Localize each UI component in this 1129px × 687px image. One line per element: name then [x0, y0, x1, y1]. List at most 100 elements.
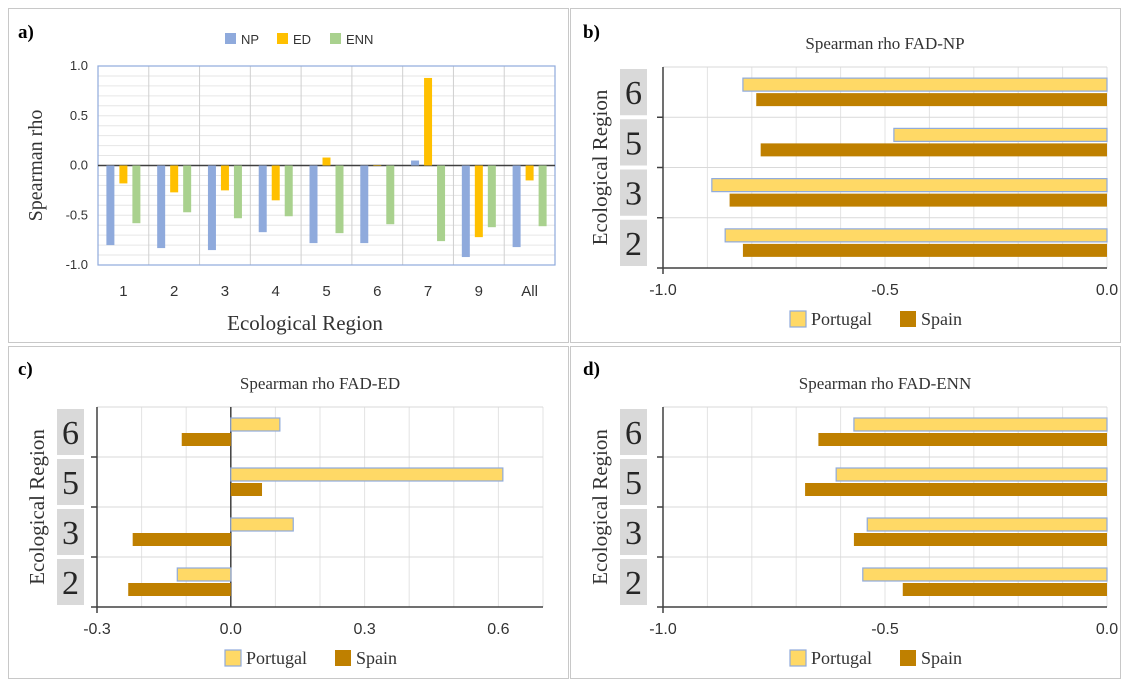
x-category-label: 7 [424, 283, 432, 300]
x-category-label: 4 [272, 283, 280, 300]
bar-ed [525, 165, 534, 181]
panel-c-border [8, 346, 569, 679]
bar-portugal [230, 417, 281, 432]
bar-portugal [711, 178, 1108, 193]
category-label-bg [57, 509, 84, 555]
legend-label-np: NP [241, 32, 259, 47]
legend-swatch-ed [277, 33, 288, 44]
chart-title: Spearman rho FAD-NP [805, 34, 964, 53]
panel-d-border [570, 346, 1121, 679]
category-label-bg [620, 509, 647, 555]
category-label-bg [620, 119, 647, 166]
legend-swatch-portugal [789, 649, 807, 667]
legend-swatch-spain [335, 650, 351, 666]
bar-enn [386, 165, 395, 225]
x-category-label: 3 [221, 283, 229, 300]
panel-letter-b: b) [583, 22, 600, 43]
bar-np [512, 165, 521, 248]
bar-np [258, 165, 267, 233]
legend-label-spain: Spain [921, 648, 962, 668]
y-tick-label: 1.0 [70, 58, 88, 73]
bar-np [461, 165, 470, 258]
x-category-label: 5 [322, 283, 330, 300]
legend-label-portugal: Portugal [246, 648, 307, 668]
x-category-label: 2 [170, 283, 178, 300]
category-label: 3 [62, 515, 79, 552]
bar-ed [474, 165, 483, 238]
chart-b: Spearman rho FAD-NP -1.0 -0.5 0.0 6 5 3 2 Ecolog… [588, 34, 1118, 329]
bar-portugal [893, 127, 1108, 142]
category-label: 2 [625, 226, 642, 263]
bar-portugal [742, 77, 1108, 92]
x-category-label: All [521, 283, 538, 300]
bar-portugal [230, 517, 294, 532]
x-axis-title: Ecological Region [227, 311, 383, 335]
x-tick-label: -1.0 [649, 621, 677, 638]
bar-ed [322, 157, 331, 166]
x-tick-label: 0.0 [1096, 282, 1118, 299]
category-label: 2 [625, 565, 642, 602]
bar-portugal [176, 567, 232, 582]
bar-np [360, 165, 369, 244]
category-label-bg [620, 169, 647, 216]
panel-letter-d: d) [583, 359, 600, 380]
chart-d: Spearman rho FAD-ENN -1.0 -0.5 0.0 6 5 3 2 Ecolo… [588, 374, 1118, 668]
legend-label-spain: Spain [356, 648, 397, 668]
y-axis-title: Ecological Region [588, 429, 612, 585]
legend-label-enn: ENN [346, 32, 373, 47]
bar-np [207, 165, 216, 251]
bar-np [106, 165, 115, 246]
bar-enn [538, 165, 547, 227]
x-tick-label: -0.5 [871, 282, 899, 299]
y-axis-title: Ecological Region [25, 429, 49, 585]
panel-a-border [8, 8, 569, 343]
chart-c: Spearman rho FAD-ED -0.3 0.0 0.3 0.6 6 5 3 2 Ecol… [25, 374, 544, 668]
legend-label-portugal: Portugal [811, 309, 872, 329]
category-label-bg [620, 409, 647, 455]
x-category-label: 6 [373, 283, 381, 300]
y-tick-label: -1.0 [66, 257, 88, 272]
legend-label-spain: Spain [921, 309, 962, 329]
bar-ed [170, 165, 179, 193]
bar-spain [818, 433, 1107, 446]
bar-portugal [862, 567, 1108, 582]
chart-title: Spearman rho FAD-ED [240, 374, 400, 393]
category-label-bg [57, 409, 84, 455]
bar-np [411, 160, 420, 166]
category-label: 3 [625, 176, 642, 213]
bar-spain [902, 583, 1107, 596]
bar-portugal [853, 417, 1108, 432]
bar-portugal [724, 228, 1108, 243]
category-label: 6 [62, 415, 79, 452]
bar-ed [119, 165, 128, 184]
legend-swatch-spain [900, 311, 916, 327]
bar-np [309, 165, 318, 244]
category-label-bg [57, 559, 84, 605]
bar-spain [853, 533, 1107, 546]
x-category-label: 1 [119, 283, 127, 300]
category-label: 6 [625, 415, 642, 452]
bar-spain [760, 143, 1107, 157]
chart-a: 1.0 0.5 0.0 -0.5 -1.0 1 2 3 4 5 6 7 9 All NP ED ENN Ecolo… [25, 32, 556, 335]
bar-ed [220, 165, 229, 191]
bar-enn [284, 165, 293, 217]
legend-swatch-enn [330, 33, 341, 44]
bar-np [157, 165, 166, 249]
panel-letter-a: a) [18, 22, 34, 43]
bar-portugal [230, 467, 504, 482]
bar-enn [183, 165, 192, 213]
y-tick-label: 0.5 [70, 108, 88, 123]
bar-spain [805, 483, 1107, 496]
chart-title: Spearman rho FAD-ENN [799, 374, 971, 393]
legend-swatch-portugal [224, 649, 242, 667]
category-label-bg [620, 69, 647, 116]
category-label-bg [620, 459, 647, 505]
legend-label-ed: ED [293, 32, 311, 47]
bar-ed [271, 165, 280, 201]
category-label: 5 [625, 465, 642, 502]
bar-enn [487, 165, 496, 228]
bar-spain [729, 193, 1107, 207]
x-tick-label: 0.0 [220, 621, 242, 638]
y-axis-title: Ecological Region [588, 89, 612, 245]
